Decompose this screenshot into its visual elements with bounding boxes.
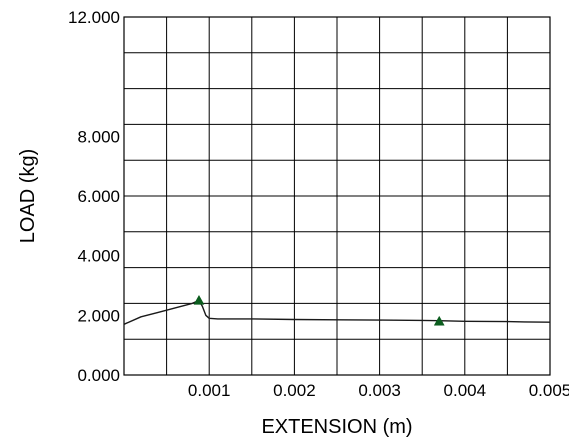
y-tick-label: 8.000 <box>77 127 120 146</box>
grid <box>124 17 550 375</box>
y-tick-label: 12.000 <box>68 8 120 27</box>
series-layer <box>123 299 551 325</box>
x-tick-label: 0.002 <box>273 381 316 400</box>
y-tick-label: 6.000 <box>77 187 120 206</box>
series-line <box>123 299 551 325</box>
data-marker <box>193 294 205 305</box>
x-axis-ticks: 0.001 0.002 0.003 0.004 0.005 <box>188 381 569 400</box>
x-tick-label: 0.004 <box>444 381 487 400</box>
y-tick-label: 2.000 <box>77 306 120 325</box>
y-tick-label: 0.000 <box>77 366 120 385</box>
y-axis-ticks: 0.000 2.000 4.000 6.000 8.000 12.000 <box>68 8 120 385</box>
data-marker <box>433 315 445 326</box>
plot-frame <box>123 16 551 376</box>
y-axis-title: LOAD (kg) <box>17 149 39 243</box>
y-tick-label: 4.000 <box>77 247 120 266</box>
x-tick-label: 0.001 <box>188 381 231 400</box>
x-axis-title: EXTENSION (m) <box>261 416 412 438</box>
x-tick-label: 0.003 <box>358 381 401 400</box>
x-tick-label: 0.005 <box>529 381 569 400</box>
marker-layer <box>193 294 445 326</box>
